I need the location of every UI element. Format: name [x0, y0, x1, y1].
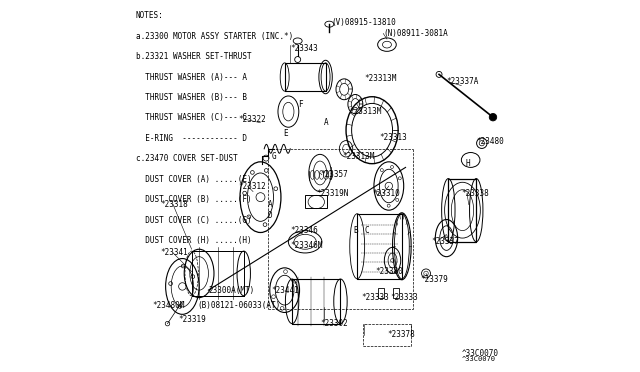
Text: DUST COVER (B) .....(F): DUST COVER (B) .....(F) [136, 195, 252, 204]
Text: *23346M: *23346M [291, 241, 323, 250]
Text: DUST COVER (C) .....(G): DUST COVER (C) .....(G) [136, 216, 252, 225]
Text: *23313M: *23313M [342, 152, 374, 161]
Text: *23313M: *23313M [349, 107, 382, 116]
Text: *23480M: *23480M [152, 301, 185, 310]
Text: *23343: *23343 [291, 44, 318, 53]
Bar [292, 279, 340, 324]
Text: *23302: *23302 [320, 319, 348, 328]
Text: b.23321 WASHER SET-THRUST: b.23321 WASHER SET-THRUST [136, 52, 252, 61]
Text: E: E [283, 129, 287, 138]
Text: 23300A(MT): 23300A(MT) [209, 286, 255, 295]
Bar [191, 251, 244, 296]
Text: THRUST WASHER (B)--- B: THRUST WASHER (B)--- B [136, 93, 247, 102]
Text: *23441: *23441 [271, 286, 300, 295]
Text: *23346: *23346 [291, 226, 318, 235]
Text: ^33C0070: ^33C0070 [461, 356, 495, 362]
Text: *23380: *23380 [376, 267, 404, 276]
Bar [357, 214, 402, 279]
Text: A: A [324, 118, 328, 127]
Bar [305, 195, 328, 208]
Text: *23319N: *23319N [316, 189, 349, 198]
Text: *23312: *23312 [238, 182, 266, 190]
Text: NOTES:: NOTES: [136, 11, 164, 20]
Text: A: A [268, 200, 273, 209]
Text: THRUST WASHER (A)--- A: THRUST WASHER (A)--- A [136, 73, 247, 81]
Text: *23318: *23318 [160, 200, 188, 209]
Text: (N)08911-3081A: (N)08911-3081A [383, 29, 448, 38]
Text: *23337: *23337 [431, 237, 460, 246]
Circle shape [489, 113, 497, 121]
Text: *23379: *23379 [420, 275, 448, 283]
Text: *23357: *23357 [320, 170, 348, 179]
Text: ^33C0070: ^33C0070 [461, 349, 499, 358]
Bar [449, 179, 476, 242]
Text: a.23300 MOTOR ASSY STARTER (INC.*): a.23300 MOTOR ASSY STARTER (INC.*) [136, 32, 293, 41]
Text: *23341: *23341 [160, 248, 188, 257]
Text: *23333: *23333 [390, 293, 419, 302]
Text: B: B [353, 226, 358, 235]
Bar [285, 63, 326, 91]
Text: *23337A: *23337A [447, 77, 479, 86]
Bar [378, 288, 385, 298]
Text: *23338: *23338 [461, 189, 489, 198]
Text: *23480: *23480 [476, 137, 504, 146]
Text: *23310: *23310 [372, 189, 400, 198]
Text: THRUST WASHER (C)--- C: THRUST WASHER (C)--- C [136, 113, 247, 122]
Text: *23378: *23378 [387, 330, 415, 339]
Text: H: H [465, 159, 470, 168]
Text: *23313: *23313 [380, 133, 407, 142]
Text: (V)08915-13810: (V)08915-13810 [331, 18, 396, 27]
Text: E-RING  ------------ D: E-RING ------------ D [136, 134, 247, 143]
Text: *23313M: *23313M [365, 74, 397, 83]
Bar [392, 288, 399, 298]
Text: *23333: *23333 [361, 293, 388, 302]
Text: *23322: *23322 [238, 115, 266, 124]
Bar [363, 324, 411, 346]
Text: G: G [271, 152, 276, 161]
Text: DUST COVER (H) .....(H): DUST COVER (H) .....(H) [136, 236, 252, 245]
Text: D: D [268, 211, 273, 220]
Text: DUST COVER (A) .....(E): DUST COVER (A) .....(E) [136, 175, 252, 184]
Text: C: C [365, 226, 369, 235]
Text: c.23470 COVER SET-DUST: c.23470 COVER SET-DUST [136, 154, 237, 163]
Text: *23319: *23319 [179, 315, 206, 324]
Text: (B)08121-06033(AT): (B)08121-06033(AT) [197, 301, 280, 310]
Text: F: F [298, 100, 302, 109]
